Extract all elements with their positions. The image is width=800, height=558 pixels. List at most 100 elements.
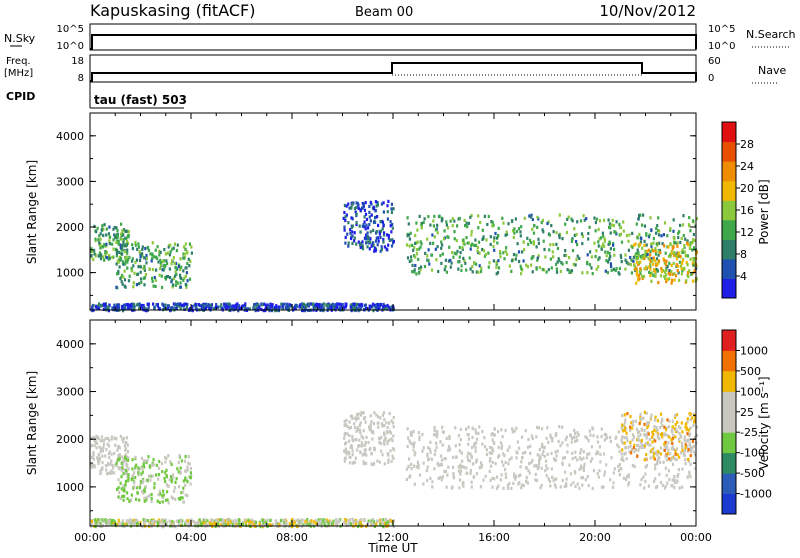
echo-cell: [597, 240, 600, 244]
echo-cell: [649, 443, 652, 447]
echo-cell: [491, 220, 494, 225]
echo-cell: [482, 478, 485, 482]
echo-cell: [105, 447, 108, 452]
echo-cell: [414, 451, 417, 455]
echo-cell: [588, 452, 591, 456]
echo-cell: [433, 453, 436, 457]
echo-cell: [113, 305, 116, 309]
echo-cell: [693, 435, 696, 440]
echo-cell: [275, 304, 278, 308]
echo-cell: [678, 278, 681, 282]
echo-cell: [366, 245, 369, 249]
echo-cell: [669, 458, 672, 462]
colorbar-tick-label: 16: [740, 204, 754, 217]
nsky-trace: [90, 34, 697, 50]
echo-cell: [691, 238, 695, 242]
echo-cell: [663, 486, 667, 490]
echo-cell: [120, 487, 123, 491]
echo-cell: [497, 430, 500, 434]
echo-cell: [565, 231, 568, 235]
echo-cell: [363, 215, 366, 219]
echo-cell: [663, 258, 666, 263]
echo-cell: [134, 455, 137, 459]
echo-cell: [644, 472, 647, 476]
echo-cell: [664, 263, 667, 267]
echo-cell: [388, 429, 391, 434]
echo-cell: [469, 215, 472, 219]
echo-cell: [670, 457, 674, 461]
echo-cell: [568, 269, 571, 273]
echo-cell: [185, 305, 188, 310]
echo-cell: [179, 470, 182, 474]
echo-cell: [529, 215, 532, 219]
echo-cell: [350, 446, 354, 450]
echo-cell: [113, 451, 116, 455]
echo-cell: [201, 305, 204, 310]
echo-cell: [645, 411, 648, 415]
echo-cell: [459, 472, 462, 476]
echo-cell: [349, 425, 352, 430]
colorbar-tick-label: 25: [740, 406, 754, 419]
echo-cell: [652, 241, 655, 245]
echo-cell: [220, 306, 224, 310]
echo-cell: [426, 478, 429, 483]
echo-cell: [171, 278, 174, 282]
echo-cell: [673, 475, 676, 479]
echo-cell: [531, 270, 534, 274]
echo-cell: [644, 465, 647, 469]
echo-cell: [373, 411, 376, 415]
echo-cell: [312, 302, 315, 306]
echo-cell: [610, 268, 613, 272]
echo-cell: [105, 244, 108, 248]
echo-cell: [365, 453, 368, 457]
echo-cell: [243, 306, 246, 310]
echo-cell: [555, 242, 558, 246]
echo-cell: [138, 282, 141, 286]
echo-cell: [365, 461, 368, 465]
echo-cell: [597, 244, 600, 248]
echo-cell: [444, 265, 447, 269]
echo-cell: [351, 461, 354, 465]
echo-cell: [345, 452, 348, 456]
echo-cell: [171, 496, 175, 500]
echo-cell: [123, 228, 126, 232]
echo-cell: [319, 519, 323, 523]
echo-cell: [668, 277, 671, 281]
echo-cell: [116, 304, 119, 308]
echo-cell: [370, 213, 373, 217]
echo-cell: [473, 442, 476, 446]
echo-cell: [656, 457, 659, 461]
echo-cell: [623, 436, 626, 440]
echo-cell: [667, 245, 670, 249]
echo-cell: [619, 225, 623, 229]
echo-cell: [223, 302, 226, 306]
echo-cell: [481, 429, 484, 434]
echo-cell: [110, 452, 113, 456]
echo-cell: [93, 224, 96, 228]
echo-cell: [673, 253, 676, 257]
echo-cell: [550, 224, 553, 228]
echo-cell: [392, 416, 395, 420]
echo-cell: [157, 493, 160, 497]
echo-cell: [574, 484, 577, 488]
echo-cell: [685, 261, 688, 265]
echo-cell: [441, 475, 445, 479]
echo-cell: [392, 239, 395, 243]
echo-cell: [408, 439, 411, 443]
echo-cell: [123, 487, 126, 491]
echo-cell: [473, 444, 476, 448]
echo-cell: [692, 257, 695, 261]
echo-cell: [171, 259, 174, 263]
echo-cell: [668, 435, 671, 439]
echo-cell: [376, 203, 379, 207]
echo-cell: [469, 471, 472, 476]
echo-cell: [640, 438, 643, 443]
echo-cell: [182, 252, 185, 256]
echo-cell: [515, 426, 518, 430]
echo-cell: [111, 242, 114, 246]
echo-cell: [637, 448, 640, 452]
echo-cell: [126, 266, 129, 270]
echo-cell: [386, 426, 389, 430]
echo-cell: [271, 303, 274, 307]
echo-cell: [102, 302, 106, 306]
